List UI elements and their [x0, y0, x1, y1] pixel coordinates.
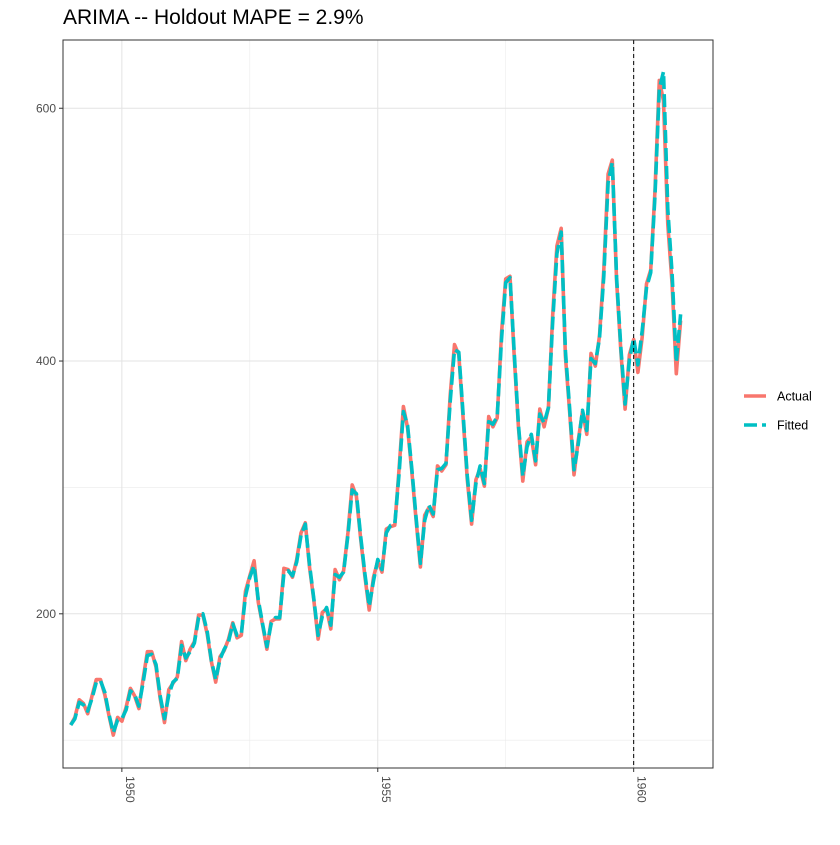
- chart-title: ARIMA -- Holdout MAPE = 2.9%: [63, 6, 364, 29]
- plot-border: [62, 39, 714, 769]
- y-tick-label: 600: [36, 101, 56, 115]
- series-line-fitted: [69, 69, 683, 735]
- x-tick-label: 1955: [379, 776, 393, 803]
- y-tick-label: 200: [36, 607, 56, 621]
- x-tick-label: 1950: [123, 776, 137, 803]
- legend-label-fitted: Fitted: [777, 419, 808, 433]
- legend-label-actual: Actual: [777, 390, 812, 404]
- plot-panel: [63, 40, 713, 768]
- y-tick-label: 400: [36, 354, 56, 368]
- x-tick-label: 1960: [635, 776, 649, 803]
